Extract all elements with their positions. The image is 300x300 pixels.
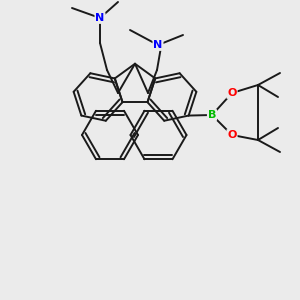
Text: O: O <box>227 130 237 140</box>
Text: N: N <box>153 40 163 50</box>
Text: N: N <box>95 13 105 23</box>
Text: O: O <box>227 88 237 98</box>
Text: B: B <box>208 110 216 120</box>
